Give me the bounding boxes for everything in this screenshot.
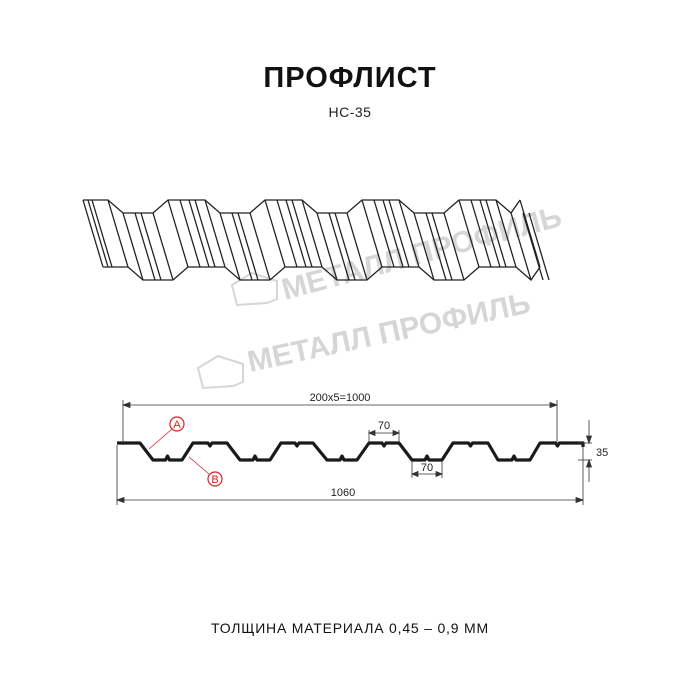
- profile-cross-section: [117, 441, 585, 462]
- sheet-rib-line: [194, 199, 216, 268]
- dimension-lines: [115, 400, 593, 505]
- sheet-fold-line: [510, 212, 532, 281]
- material-thickness: ТОЛЩИНА МАТЕРИАЛА 0,45 – 0,9 ММ: [211, 620, 489, 636]
- sheet-rib-line: [237, 212, 259, 281]
- sheet-perspective-view: [82, 199, 550, 281]
- sheet-rib-line: [328, 212, 350, 281]
- callout-a-label: A: [173, 419, 181, 431]
- sheet-fold-line: [167, 199, 189, 268]
- sheet-fold-line: [413, 212, 435, 281]
- sheet-fold-line: [82, 199, 104, 268]
- dim-height: 35: [596, 447, 608, 459]
- dim-total-width: 1060: [331, 487, 355, 499]
- sheet-fold-line: [519, 199, 541, 268]
- sheet-rib-line: [231, 212, 253, 281]
- sheet-rib-line: [485, 199, 507, 268]
- sheet-rib-line: [425, 212, 447, 281]
- sheet-fold-line: [373, 199, 395, 268]
- sheet-fold-line: [122, 212, 144, 281]
- sheet-rib-line: [334, 212, 356, 281]
- sheet-fold-line: [219, 212, 241, 281]
- sheet-bottom-edge: [103, 266, 541, 281]
- sheet-edge-line: [87, 199, 109, 268]
- callout-a: A: [148, 416, 185, 450]
- sheet-rib-line: [522, 212, 544, 281]
- model-subtitle: НС-35: [328, 104, 372, 120]
- sheet-fold-line: [276, 199, 298, 268]
- dim-pitch-total: 200x5=1000: [310, 392, 371, 404]
- sheet-rib-line: [388, 199, 410, 268]
- sheet-fold-line: [204, 199, 226, 268]
- sheet-rib-line: [285, 199, 307, 268]
- sheet-rib-line: [382, 199, 404, 268]
- sheet-fold-line: [264, 199, 286, 268]
- sheet-rib-line: [134, 212, 156, 281]
- sheet-fold-line: [107, 199, 129, 268]
- sheet-fold-line: [301, 199, 323, 268]
- sheet-fold-line: [179, 199, 201, 268]
- sheet-rib-line: [291, 199, 313, 268]
- watermark-bottom: МЕТАЛЛ ПРОФИЛЬ: [196, 287, 533, 390]
- sheet-fold-line: [249, 212, 271, 281]
- sheet-rib-line: [140, 212, 162, 281]
- sheet-top-edge: [83, 199, 521, 214]
- sheet-rib-line: [431, 212, 453, 281]
- sheet-edge-line: [91, 199, 113, 268]
- dim-bottom-width: 70: [421, 462, 433, 474]
- sheet-fold-line: [361, 199, 383, 268]
- sheet-fold-line: [443, 212, 465, 281]
- sheet-rib-line: [188, 199, 210, 268]
- sheet-rib-line: [528, 212, 550, 281]
- sheet-fold-line: [495, 199, 517, 268]
- sheet-fold-line: [152, 212, 174, 281]
- callout-b: B: [188, 456, 223, 487]
- page-title: ПРОФЛИСТ: [263, 62, 437, 94]
- sheet-rib-line: [479, 199, 501, 268]
- sheet-fold-line: [458, 199, 480, 268]
- sheet-fold-line: [346, 212, 368, 281]
- dim-top-width: 70: [378, 420, 390, 432]
- sheet-fold-line: [470, 199, 492, 268]
- callout-b-label: B: [211, 474, 218, 486]
- sheet-fold-line: [398, 199, 420, 268]
- sheet-fold-line: [316, 212, 338, 281]
